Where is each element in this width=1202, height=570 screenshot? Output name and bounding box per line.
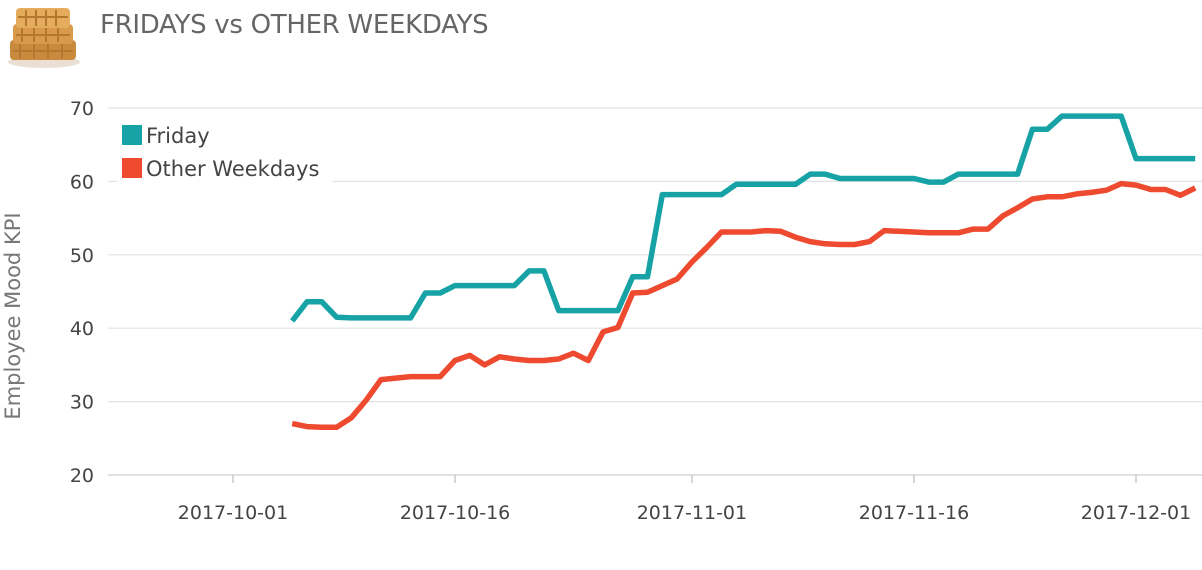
legend-box <box>117 117 333 187</box>
y-tick-label: 40 <box>70 318 94 340</box>
y-tick-label: 70 <box>70 98 94 120</box>
y-tick-label: 30 <box>70 392 94 414</box>
y-tick-label: 50 <box>70 245 94 267</box>
x-tick-label: 2017-11-16 <box>859 502 969 524</box>
x-tick-label: 2017-11-01 <box>637 502 747 524</box>
legend-swatch <box>122 125 142 145</box>
x-tick-label: 2017-10-01 <box>178 502 288 524</box>
legend-label: Other Weekdays <box>146 157 319 181</box>
waffle-logo-icon <box>4 2 82 70</box>
chart-title: FRIDAYS vs OTHER WEEKDAYS <box>100 10 489 40</box>
series-line-other-weekdays <box>291 180 1197 431</box>
y-axis-title: Employee Mood KPI <box>1 212 25 419</box>
x-tick-label: 2017-10-16 <box>400 502 510 524</box>
y-tick-label: 20 <box>70 465 94 487</box>
legend-label: Friday <box>146 124 210 148</box>
legend-swatch <box>122 158 142 178</box>
y-tick-label: 60 <box>70 171 94 193</box>
x-tick-label: 2017-12-01 <box>1081 502 1191 524</box>
series-line-friday <box>290 113 1196 323</box>
